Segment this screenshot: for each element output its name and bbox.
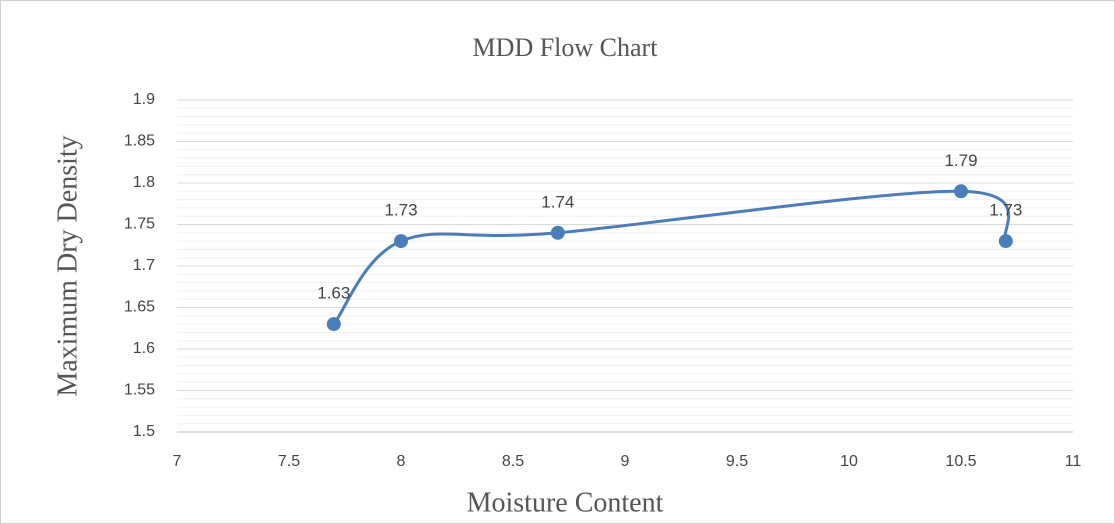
data-label: 1.73 — [384, 201, 417, 220]
y-tick-label: 1.9 — [133, 91, 155, 108]
y-tick-label: 1.65 — [124, 299, 155, 316]
x-tick-label: 8.5 — [502, 453, 524, 470]
data-point — [550, 225, 565, 240]
data-label: 1.79 — [944, 151, 977, 170]
y-tick-label: 1.5 — [133, 423, 155, 440]
data-point — [326, 317, 341, 332]
y-tick-label: 1.7 — [133, 257, 155, 274]
data-point — [998, 234, 1013, 249]
data-label: 1.74 — [541, 192, 574, 211]
x-tick-label: 10.5 — [945, 453, 976, 470]
x-axis-title: Moisture Content — [467, 487, 664, 518]
y-tick-label: 1.55 — [124, 382, 155, 399]
x-tick-label: 9 — [621, 453, 630, 470]
y-tick-label: 1.6 — [133, 340, 155, 357]
data-point — [954, 184, 968, 199]
x-tick-label: 7 — [173, 453, 182, 470]
y-tick-label: 1.8 — [133, 174, 155, 191]
marks — [326, 184, 1013, 332]
x-tick-label: 10 — [840, 453, 858, 470]
data-label: 1.63 — [317, 284, 350, 303]
data-label: 1.73 — [989, 201, 1022, 220]
chart-title: MDD Flow Chart — [473, 33, 659, 62]
y-tick-label: 1.75 — [124, 216, 155, 233]
y-axis-title: Maximum Dry Density — [52, 135, 83, 396]
x-tick-label: 8 — [397, 453, 406, 470]
data-point — [394, 234, 408, 249]
x-tick-label: 11 — [1065, 453, 1082, 470]
x-tick-label: 9.5 — [726, 453, 748, 470]
series-line — [332, 189, 1011, 326]
grid — [176, 99, 1074, 433]
y-tick-label: 1.85 — [124, 133, 155, 150]
x-tick-label: 7.5 — [278, 453, 300, 470]
